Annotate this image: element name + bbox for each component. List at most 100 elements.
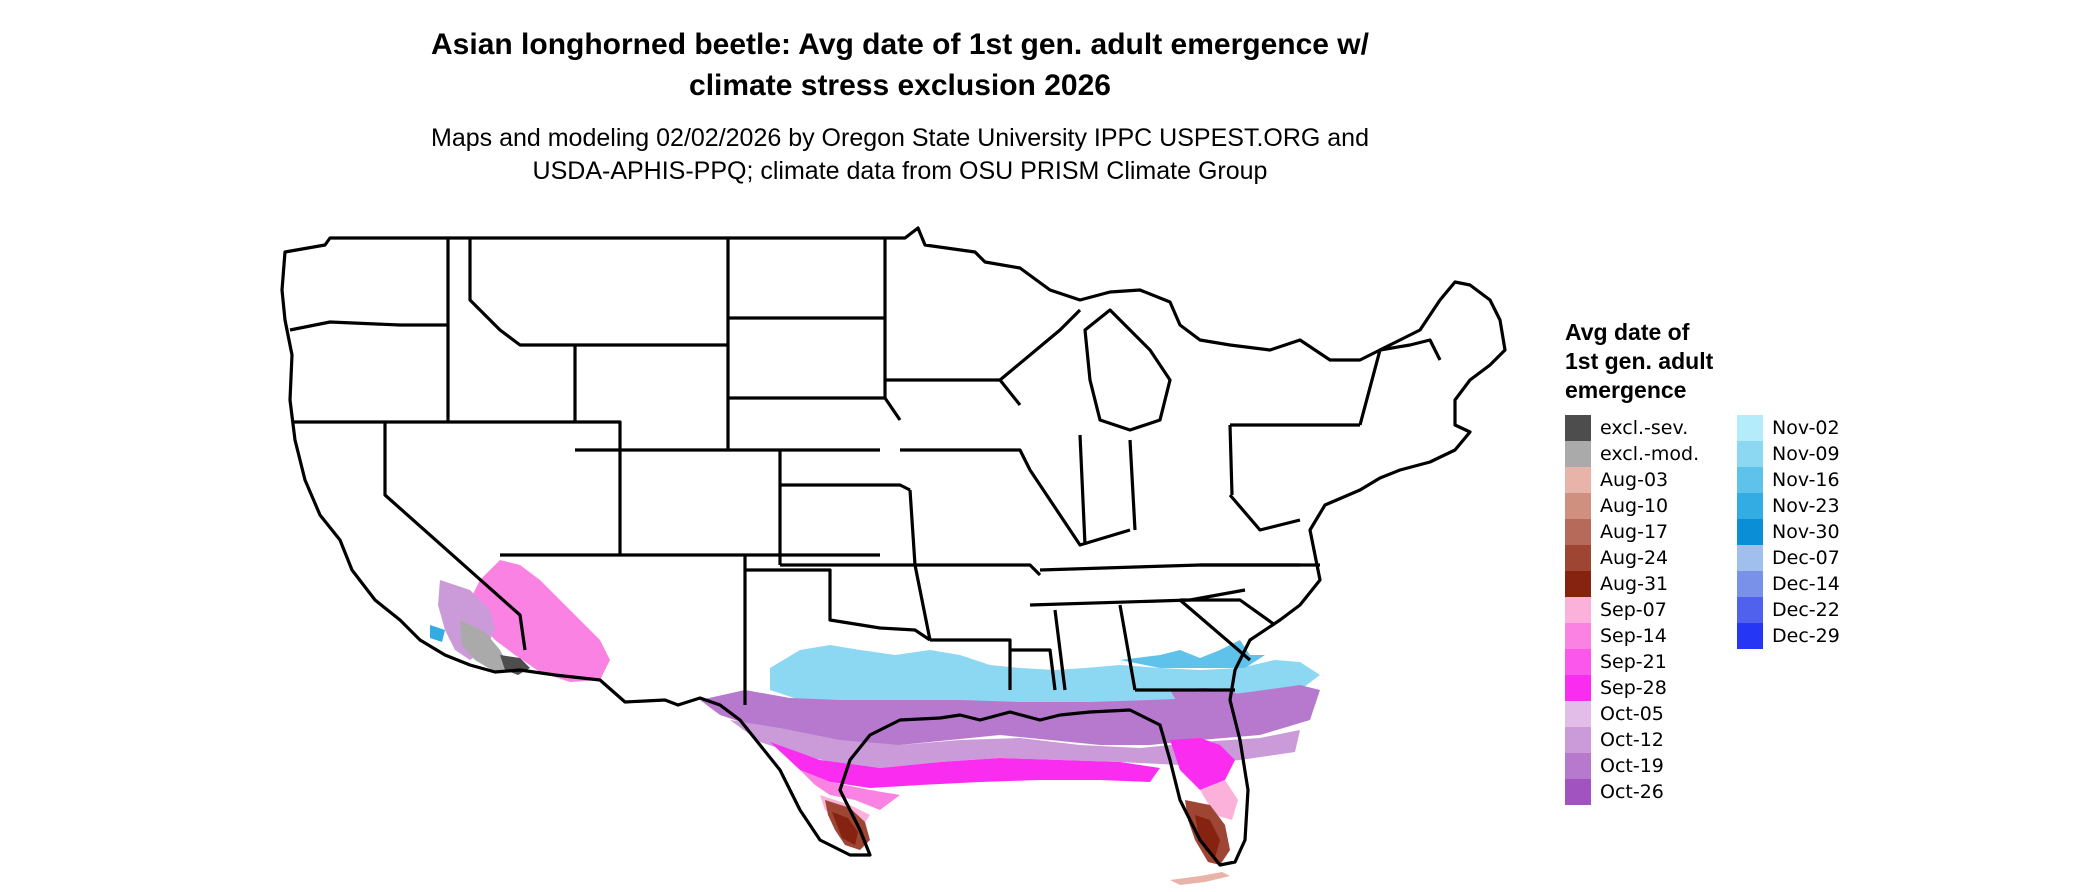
legend-item: excl.-sev. <box>1565 415 1737 441</box>
legend-swatch <box>1565 415 1591 441</box>
zone-florida-dark <box>1195 815 1220 858</box>
legend-label: Aug-03 <box>1600 469 1669 491</box>
legend-label: Sep-14 <box>1600 625 1667 647</box>
legend-column-2: Nov-02 Nov-09 Nov-16 Nov-23 Nov-30 Dec-07 Dec-… <box>1737 415 1909 805</box>
legend-swatch <box>1565 519 1591 545</box>
ks-mo <box>908 489 917 566</box>
mi-lower <box>1083 308 1172 432</box>
legend-title-line2: 1st gen. adult <box>1565 348 1714 374</box>
zone-southwest-grey <box>460 620 510 672</box>
oh-pa <box>1228 424 1234 496</box>
legend-swatch <box>1565 571 1591 597</box>
legend-item: Sep-28 <box>1565 675 1737 701</box>
legend-swatch <box>1565 701 1591 727</box>
legend-label: Oct-05 <box>1600 703 1664 725</box>
sd-ne <box>728 396 902 421</box>
ar-la <box>930 638 1012 690</box>
map-subtitle: Maps and modeling 02/02/2026 by Oregon S… <box>300 122 1500 188</box>
legend-swatch <box>1737 415 1763 441</box>
legend-item: Nov-16 <box>1737 467 1909 493</box>
zone-oct-light-band <box>730 720 1300 768</box>
legend-label: Dec-22 <box>1772 599 1840 621</box>
legend-item: Oct-12 <box>1565 727 1737 753</box>
legend-swatch <box>1737 519 1763 545</box>
legend-label: Sep-28 <box>1600 677 1667 699</box>
mo-ar <box>915 563 1042 577</box>
zone-florida-magenta <box>1170 738 1235 790</box>
legend-label: Nov-09 <box>1772 443 1840 465</box>
legend-swatch <box>1737 493 1763 519</box>
legend-swatch <box>1565 727 1591 753</box>
legend-item: excl.-mod. <box>1565 441 1737 467</box>
legend-item: Nov-23 <box>1737 493 1909 519</box>
zone-florida-outer <box>1170 688 1248 728</box>
legend-label: Aug-10 <box>1600 495 1669 517</box>
legend-item: Oct-19 <box>1565 753 1737 779</box>
legend-label: Aug-24 <box>1600 547 1669 569</box>
legend-label: Dec-07 <box>1772 547 1840 569</box>
legend-label: Aug-31 <box>1600 573 1669 595</box>
ne-ks <box>780 483 911 492</box>
legend-swatch <box>1565 467 1591 493</box>
legend-label: Dec-14 <box>1772 573 1840 595</box>
new-england <box>1379 338 1442 361</box>
map-legend: Avg date of 1st gen. adult emergence exc… <box>1565 318 1909 805</box>
legend-item: Sep-14 <box>1565 623 1737 649</box>
ia-mo <box>900 448 1032 471</box>
wa-or-border <box>289 320 448 332</box>
legend-swatch <box>1565 675 1591 701</box>
map-subtitle-line1: Maps and modeling 02/02/2026 by Oregon S… <box>431 124 1369 152</box>
legend-swatch <box>1565 441 1591 467</box>
legend-label: excl.-mod. <box>1600 443 1700 465</box>
il-ky <box>1028 469 1131 547</box>
nv-ut-border <box>385 420 622 555</box>
idaho-east <box>468 238 577 422</box>
legend-item: Dec-22 <box>1737 597 1909 623</box>
legend-item: Sep-21 <box>1565 649 1737 675</box>
ok-ar <box>913 564 932 641</box>
zone-aug-south-texas-dark <box>832 812 858 845</box>
wi-mi <box>998 308 1082 382</box>
legend-swatch <box>1565 597 1591 623</box>
tn-south <box>1029 588 1246 607</box>
legend-label: Oct-12 <box>1600 729 1664 751</box>
legend-swatch <box>1565 753 1591 779</box>
legend-swatch <box>1737 623 1763 649</box>
legend-swatch <box>1737 571 1763 597</box>
ok-tx <box>745 568 931 642</box>
map-title-line2: climate stress exclusion 2026 <box>689 69 1111 102</box>
legend-item: Oct-05 <box>1565 701 1737 727</box>
legend-item: Aug-03 <box>1565 467 1737 493</box>
zone-oct-purple-band <box>700 685 1320 745</box>
legend-label: Nov-30 <box>1772 521 1840 543</box>
wv-va <box>1228 493 1301 532</box>
legend-item: Dec-29 <box>1737 623 1909 649</box>
legend-item: Aug-17 <box>1565 519 1737 545</box>
map-subtitle-line2: USDA-APHIS-PPQ; climate data from OSU PR… <box>532 157 1268 185</box>
zone-florida-keys <box>1170 872 1230 885</box>
in-oh <box>1128 439 1137 531</box>
nc-sc <box>1180 598 1276 627</box>
zone-sep-magenta-band <box>770 742 1160 788</box>
legend-swatch <box>1565 493 1591 519</box>
legend-swatch <box>1737 545 1763 571</box>
legend-label: Nov-02 <box>1772 417 1840 439</box>
la-ms <box>1010 648 1057 691</box>
legend-label: Nov-23 <box>1772 495 1840 517</box>
legend-item: Dec-14 <box>1737 571 1909 597</box>
legend-label: Dec-29 <box>1772 625 1840 647</box>
il-in <box>1078 434 1087 546</box>
legend-item: Nov-09 <box>1737 441 1909 467</box>
legend-title: Avg date of 1st gen. adult emergence <box>1565 318 1909 405</box>
zone-southwest-blue <box>430 625 445 642</box>
legend-columns: excl.-sev. excl.-mod. Aug-03 Aug-10 Aug-17 Au… <box>1565 415 1909 805</box>
legend-swatch <box>1565 623 1591 649</box>
legend-item: Nov-30 <box>1737 519 1909 545</box>
zone-florida-pink <box>1200 780 1238 820</box>
legend-swatch <box>1737 441 1763 467</box>
legend-item: Aug-24 <box>1565 545 1737 571</box>
legend-item: Oct-26 <box>1565 779 1737 805</box>
ca-nv-border <box>383 422 527 651</box>
al-ga <box>1118 604 1137 691</box>
